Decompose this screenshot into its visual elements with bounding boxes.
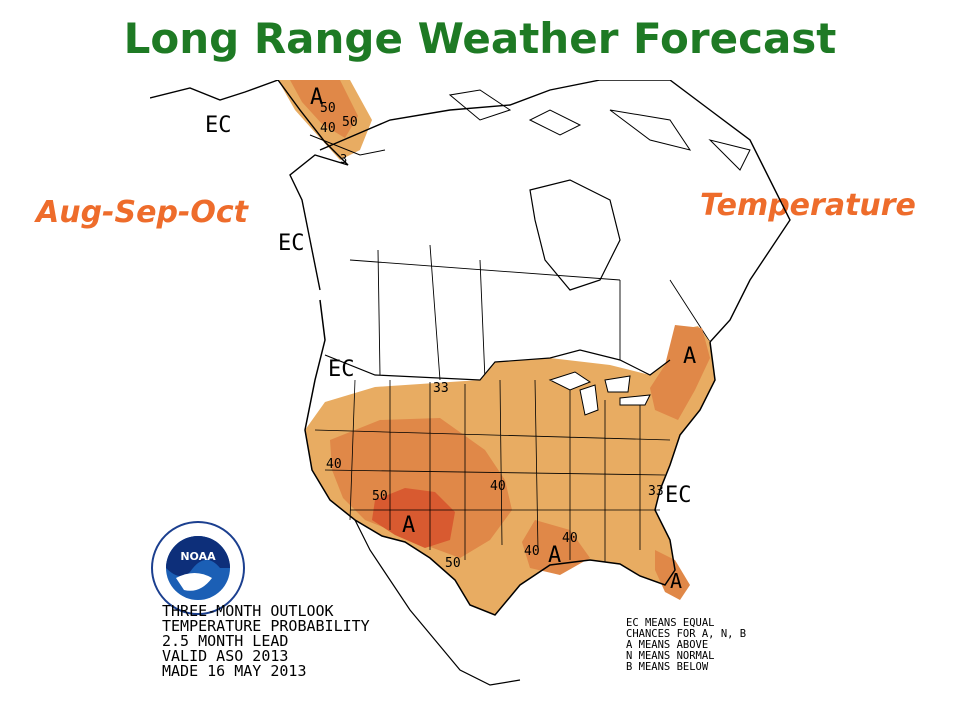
logo-text: NOAA <box>180 550 216 563</box>
arctic-islands <box>448 89 751 171</box>
contour-label: 3 <box>340 152 347 166</box>
legend-note-line: N MEANS NORMAL <box>626 650 715 662</box>
outlook-info-line: THREE-MONTH OUTLOOK <box>162 602 334 620</box>
canada-us-border <box>324 349 671 381</box>
contour-label: 33 <box>648 484 664 499</box>
noaa-logo-icon: NOAA <box>151 521 245 615</box>
mexico-outline <box>354 519 521 686</box>
contour-label: 40 <box>320 121 336 136</box>
variable-label: Temperature <box>700 188 916 223</box>
legend-note-line: EC MEANS EQUAL <box>626 617 715 629</box>
forecast-map: EC EC EC EC A A A A A 50 40 50 3 33 40 5… <box>150 80 791 686</box>
legend-note-line: CHANCES FOR A, N, B <box>626 628 747 640</box>
season-label: Aug-Sep-Oct <box>36 195 249 230</box>
outlook-info: THREE-MONTH OUTLOOK TEMPERATURE PROBABIL… <box>162 604 370 679</box>
outlook-info-line: MADE 16 MAY 2013 <box>162 662 307 680</box>
region-label: EC <box>205 113 232 138</box>
region-label: A <box>402 513 415 538</box>
outlook-info-line: 2.5 MONTH LEAD <box>162 632 289 650</box>
region-label: A <box>548 543 561 568</box>
gulf-above-40-area <box>522 520 590 575</box>
contour-label: 50 <box>320 101 336 116</box>
us-outlook-areas <box>305 325 715 615</box>
contour-label: 50 <box>445 556 461 571</box>
alaska-above-40-area <box>290 80 358 138</box>
canada-province-lines <box>349 244 711 381</box>
alaska-canada-border <box>309 134 386 156</box>
region-label: A <box>670 569 682 593</box>
region-labels: EC EC EC EC A A A A A <box>205 85 696 593</box>
canada-outline <box>319 80 791 343</box>
contour-label: 40 <box>562 531 578 546</box>
region-label: A <box>683 344 696 369</box>
region-label: EC <box>328 357 355 382</box>
us-above-40-area <box>330 418 512 558</box>
us-state-lines <box>314 379 671 562</box>
great-lakes <box>548 371 651 416</box>
page-title: Long Range Weather Forecast <box>123 14 837 63</box>
region-label: EC <box>278 231 305 256</box>
region-label: EC <box>665 483 692 508</box>
northeast-above-40-area <box>650 325 710 420</box>
us-borders <box>304 299 716 686</box>
outlook-info-line: VALID ASO 2013 <box>162 647 289 665</box>
contour-label: 40 <box>524 544 540 559</box>
contour-label: 50 <box>342 115 358 130</box>
contour-label: 33 <box>433 381 449 396</box>
hudson-bay <box>529 179 621 291</box>
region-label: A <box>310 85 323 110</box>
us-outline <box>304 299 716 616</box>
alaska-region <box>150 80 386 291</box>
us-above-50-area <box>372 488 455 548</box>
contour-label: 40 <box>326 457 342 472</box>
legend-note: EC MEANS EQUAL CHANCES FOR A, N, B A MEA… <box>626 618 746 673</box>
outlook-info-line: TEMPERATURE PROBABILITY <box>162 617 370 635</box>
contour-label: 50 <box>372 489 388 504</box>
canada-region <box>319 80 791 381</box>
alaska-coast <box>150 80 349 291</box>
contour-labels: 50 40 50 3 33 40 50 40 50 40 40 33 <box>320 101 664 571</box>
contour-label: 40 <box>490 479 506 494</box>
legend-note-line: A MEANS ABOVE <box>626 639 709 651</box>
legend-note-line: B MEANS BELOW <box>626 661 709 673</box>
